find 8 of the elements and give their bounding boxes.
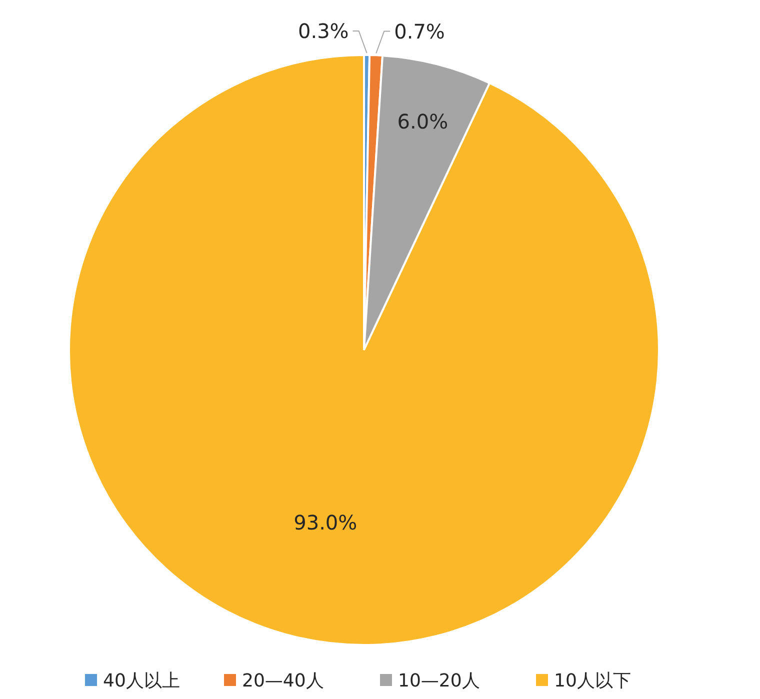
data-label: 6.0% [397, 109, 448, 134]
legend-label: 20—40人 [242, 670, 324, 692]
legend-label: 10人以下 [554, 670, 631, 692]
data-label: 93.0% [294, 510, 358, 535]
data-label: 0.7% [394, 19, 445, 44]
data-label: 0.3% [298, 19, 349, 44]
legend-label: 10—20人 [398, 670, 480, 692]
legend-label: 40人以上 [103, 670, 180, 692]
